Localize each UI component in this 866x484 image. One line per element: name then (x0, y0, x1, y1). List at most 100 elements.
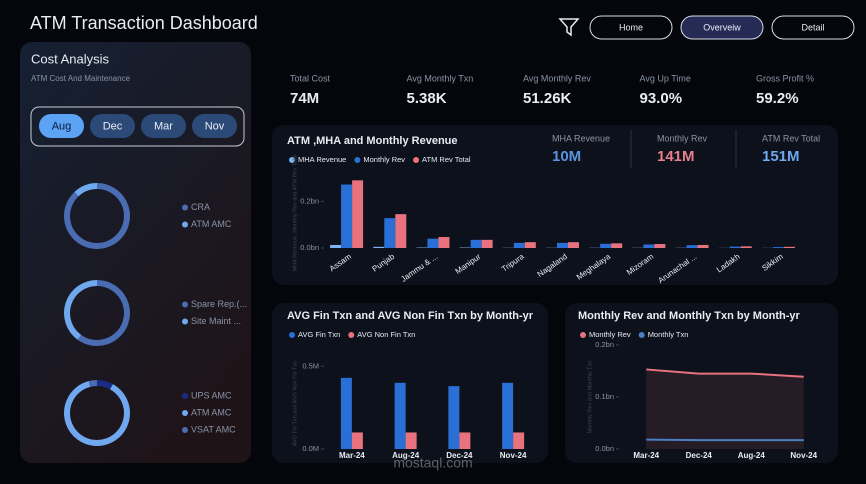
kpi-label: Gross Profit % (756, 73, 814, 83)
legend-swatch (182, 204, 188, 211)
trend-card (565, 303, 838, 463)
x-tick-label: Mar-24 (633, 451, 659, 460)
nav-label[interactable]: Overveiw (703, 22, 741, 32)
bar (783, 246, 795, 248)
legend-label: Monthly Rev (363, 155, 405, 164)
nav-button[interactable] (771, 15, 855, 40)
bar (740, 246, 752, 248)
bar (513, 242, 525, 248)
nav-button[interactable] (589, 15, 673, 40)
bar (772, 247, 784, 248)
month-label[interactable]: Nov (205, 120, 225, 132)
legend-label: Monthly Txn (648, 330, 689, 339)
x-tick-label: Aug-24 (738, 451, 766, 460)
nav-label[interactable]: Detail (801, 22, 824, 32)
legend-label: AVG Non Fin Txn (357, 330, 415, 339)
card-label: ATM Rev Total (762, 133, 820, 143)
bar (654, 244, 666, 248)
chart-title: Monthly Rev and Monthly Txn by Month-yr (578, 310, 801, 322)
bar (502, 382, 514, 449)
month-pill[interactable] (192, 114, 237, 138)
month-label[interactable]: Aug (52, 120, 72, 132)
kpi-value: 51.26K (523, 90, 572, 107)
bar (524, 242, 536, 248)
bar (686, 245, 698, 248)
x-tick-label: Dec-24 (446, 451, 473, 460)
bar (384, 218, 396, 248)
line (646, 368, 804, 378)
legend-swatch (289, 332, 295, 338)
y-tick-label: 0.0bn (595, 444, 614, 453)
bar (557, 242, 568, 248)
donut-slice (88, 380, 98, 387)
bar (643, 244, 655, 248)
legend-label: MHA Revenue (298, 155, 346, 164)
donut-slice (96, 380, 113, 390)
bar (330, 244, 342, 248)
bar (427, 238, 439, 248)
nav-label[interactable]: Home (619, 22, 643, 32)
y-tick-label: 0.5M (302, 361, 319, 370)
month-pill[interactable] (39, 114, 84, 138)
month-label[interactable]: Mar (154, 120, 173, 132)
legend-swatch (182, 318, 188, 325)
legend-label: Spare Rep.(... (191, 299, 247, 309)
card-value: 141M (657, 148, 695, 165)
legend-label: AVG Fin Txn (298, 330, 340, 339)
kpi-value: 59.2% (756, 90, 799, 107)
month-slicer (30, 106, 245, 147)
legend-label: ATM Rev Total (422, 155, 471, 164)
bar (395, 214, 407, 248)
month-pill[interactable] (90, 114, 135, 138)
card-value: 10M (552, 148, 581, 165)
month-pill[interactable] (141, 114, 186, 138)
card-value: 151M (762, 148, 800, 165)
bar (611, 243, 623, 248)
donut-slice (74, 183, 98, 197)
bar (405, 432, 417, 449)
bar (341, 184, 353, 248)
chart-title: ATM ,MHA and Monthly Revenue (287, 135, 458, 147)
y-tick-label: 0.2bn (300, 196, 319, 205)
bar (470, 239, 482, 248)
legend-swatch (182, 410, 188, 416)
x-tick-label: Mar-24 (339, 451, 365, 460)
legend-label: VSAT AMC (191, 424, 236, 434)
legend-swatch (580, 332, 586, 338)
y-tick-label: 0.0bn (300, 243, 319, 252)
card-label: Monthly Rev (657, 133, 708, 143)
kpi-value: 93.0% (640, 90, 683, 107)
line (646, 438, 804, 442)
y-axis-label: MHA Revenue, Monthly Rev and ATM Rev Tot… (292, 155, 298, 272)
cost-panel (20, 42, 251, 463)
nav-button[interactable] (680, 15, 764, 40)
bar (340, 377, 352, 449)
x-tick-label: Dec-24 (686, 451, 713, 460)
bar (351, 432, 363, 449)
x-tick-label: Nov-24 (500, 451, 527, 460)
donut-slice (64, 381, 130, 446)
watermark: mostaql.com (393, 455, 472, 471)
chart-title: AVG Fin Txn and AVG Non Fin Txn by Month… (287, 310, 534, 322)
y-tick-label: 0.0M (302, 444, 319, 453)
bar (568, 242, 579, 248)
panel-title: Cost Analysis (31, 51, 110, 66)
y-axis-label: AVG Fin Txn and AVG Non Fin Txn (292, 361, 298, 447)
legend-label: CRA (191, 202, 210, 212)
x-tick-label: Aug-24 (392, 451, 420, 460)
legend-label: ATM AMC (191, 219, 232, 229)
month-label[interactable]: Dec (103, 120, 123, 132)
bar (481, 239, 493, 248)
panel-subtitle: ATM Cost And Maintenance (31, 74, 131, 83)
donut-slice (64, 280, 98, 340)
bar (697, 244, 709, 248)
legend-swatch (413, 157, 420, 163)
legend-swatch (182, 427, 188, 433)
y-tick-label: 0.2bn (595, 340, 614, 349)
kpi-value: 74M (290, 90, 319, 107)
legend-label: Site Maint ... (191, 316, 241, 326)
bar (394, 382, 406, 449)
filter-icon[interactable] (558, 18, 580, 37)
bar (373, 246, 385, 248)
y-axis-label: Monthly Rev and Monthly Txn (587, 361, 593, 434)
